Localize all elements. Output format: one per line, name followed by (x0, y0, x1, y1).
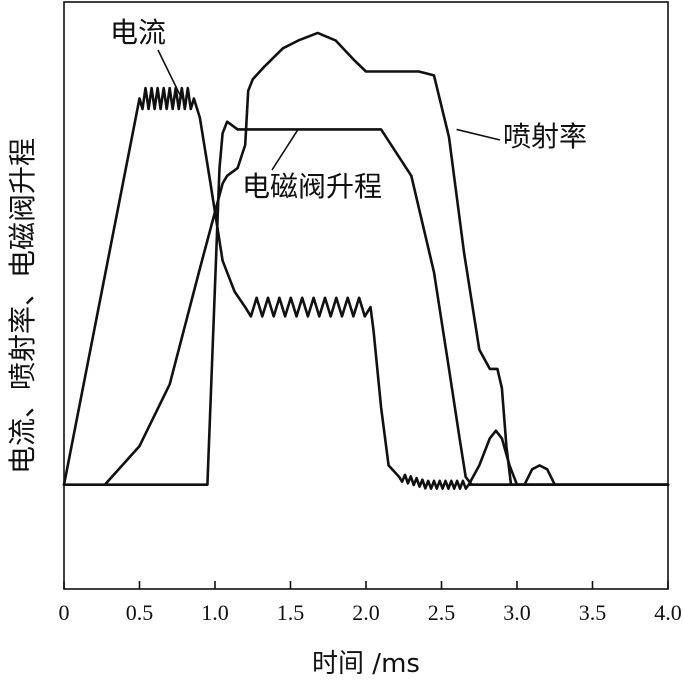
x-tick-label: 4.0 (654, 600, 682, 625)
annotation-valve-lift: 电磁阀升程 (242, 170, 382, 203)
annotation-current: 电流 (110, 16, 166, 49)
plot-frame (63, 1, 669, 590)
annotation-leader (157, 49, 183, 99)
annotation-leader (456, 128, 501, 141)
x-axis-label: 时间 /ms (312, 649, 420, 679)
x-tick-label: 2.5 (428, 600, 456, 625)
annotation-injection-rate: 喷射率 (503, 120, 587, 153)
annotation-leaders (157, 49, 501, 171)
curves (62, 31, 670, 490)
x-axis-ticks: 0 0.5 1.0 1.5 2.0 2.5 3.0 3.5 4.0 (59, 581, 682, 625)
x-tick-label: 2.0 (352, 600, 380, 625)
x-tick-label: 0.5 (126, 600, 154, 625)
x-tick-label: 0 (59, 600, 70, 625)
injection-rate-oscillation (467, 429, 670, 486)
x-tick-label: 1.5 (277, 600, 305, 625)
x-tick-label: 1.0 (201, 600, 229, 625)
injection-rate-curve (103, 31, 670, 486)
current-curve (62, 86, 670, 490)
x-tick-label: 3.5 (579, 600, 607, 625)
y-axis-label: 电流、喷射率、电磁阀升程 (6, 138, 39, 474)
annotation-leader (271, 129, 299, 171)
x-tick-label: 3.0 (503, 600, 531, 625)
valve-lift-curve (62, 120, 670, 486)
